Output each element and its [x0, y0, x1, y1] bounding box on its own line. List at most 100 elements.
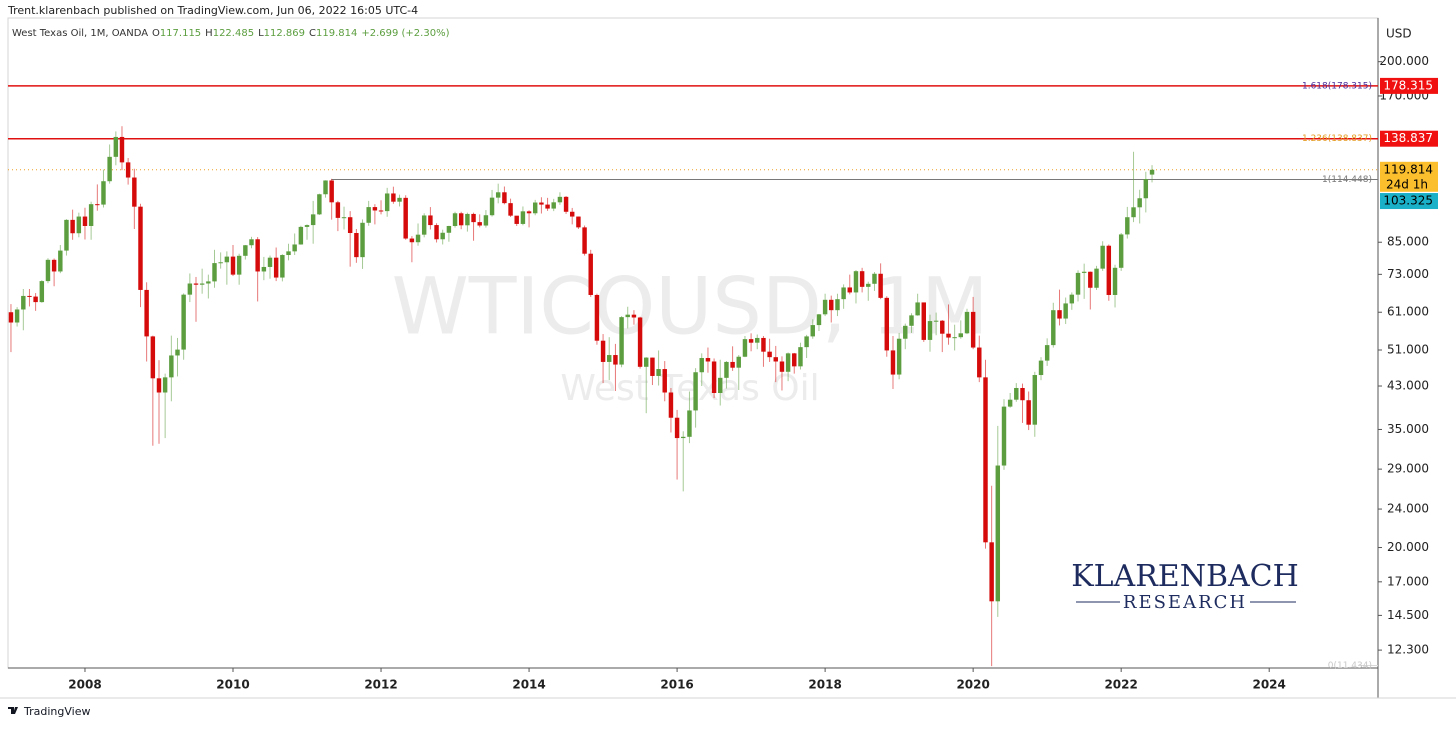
x-tick-label: 2024: [1252, 678, 1285, 692]
candle-body: [964, 311, 970, 334]
legend-key: O: [152, 28, 160, 39]
candle-body: [767, 351, 772, 358]
candle-body: [606, 355, 612, 362]
candle-body: [64, 219, 69, 251]
candle-body: [1081, 271, 1087, 273]
x-tick-label: 2022: [1104, 678, 1137, 692]
candle-body: [458, 213, 464, 226]
y-tick-label: 20.000: [1387, 540, 1429, 554]
candle-body: [323, 180, 328, 195]
candle-body: [354, 233, 359, 258]
y-tick-label: 85.000: [1387, 235, 1429, 249]
candle-body: [866, 283, 871, 287]
candle-body: [113, 136, 119, 157]
fib-level-label: 0(11.434): [1328, 661, 1372, 671]
candle-body: [600, 340, 606, 362]
legend-key: C: [309, 28, 316, 39]
price-label: 119.814: [1383, 162, 1433, 176]
candle-body: [557, 196, 563, 203]
candle-body: [1137, 198, 1142, 208]
legend-change: +2.699 (+2.30%): [361, 28, 449, 39]
price-label-box: [1380, 130, 1438, 147]
candle-body: [335, 202, 341, 218]
candle-body: [582, 227, 587, 254]
candle-body: [212, 263, 217, 282]
candle-body: [841, 287, 846, 300]
candle-body: [8, 312, 14, 323]
candle-body: [687, 410, 692, 437]
legend: West Texas Oil, 1M, OANDA O117.115 H122.48…: [12, 28, 450, 39]
candle-body: [144, 289, 149, 337]
candle-body: [1131, 207, 1136, 218]
candle-body: [940, 320, 945, 334]
candle-body: [989, 542, 994, 602]
candle-body: [674, 417, 680, 439]
candle-body: [724, 361, 729, 378]
candle-body: [563, 196, 569, 212]
candle-body: [397, 197, 402, 202]
candle-body: [440, 232, 445, 240]
candle-body: [588, 253, 593, 295]
legend-key: H: [205, 28, 213, 39]
candle-body: [650, 357, 655, 376]
candle-body: [169, 355, 174, 378]
candle-body: [452, 213, 458, 226]
candle-body: [132, 177, 137, 207]
candle-body: [711, 361, 717, 394]
candle-body: [995, 465, 1001, 602]
candle-body: [101, 181, 106, 205]
candle-body: [119, 136, 125, 163]
price-label-box: [1380, 77, 1438, 94]
candle-body: [341, 217, 347, 219]
candle-body: [884, 297, 889, 351]
y-tick-label: 73.000: [1387, 267, 1429, 281]
candle-body: [1032, 375, 1038, 425]
candle-body: [199, 283, 205, 285]
candle-body: [896, 338, 902, 375]
legend-value: 117.115: [160, 28, 201, 39]
candle-body: [551, 202, 556, 209]
candle-body: [921, 302, 926, 340]
x-tick-label: 2020: [956, 678, 989, 692]
y-tick-label: 200.000: [1379, 54, 1429, 68]
price-label: 138.837: [1383, 131, 1433, 145]
candle-body: [76, 216, 82, 234]
candle-body: [970, 311, 976, 348]
candle-body: [156, 378, 162, 393]
candle-body: [1106, 245, 1112, 295]
candle-body: [286, 251, 291, 256]
candle-body: [705, 358, 711, 362]
price-label: 103.325: [1383, 194, 1433, 208]
candle-body: [693, 372, 698, 411]
candle-body: [576, 216, 581, 228]
candle-body: [619, 317, 624, 365]
candle-body: [70, 219, 75, 234]
candle-body: [409, 238, 415, 243]
candle-body: [569, 211, 575, 217]
y-tick-label: 43.000: [1387, 379, 1429, 393]
candle-body: [317, 194, 322, 215]
candle-body: [915, 302, 920, 316]
y-tick-label: 14.500: [1387, 608, 1429, 622]
candle-body: [465, 213, 470, 226]
candle-body: [391, 193, 396, 202]
candle-body: [545, 204, 550, 209]
logo: KLARENBACH RESEARCH: [1071, 559, 1299, 613]
candle-body: [329, 180, 334, 203]
candle-body: [1044, 345, 1050, 361]
x-tick-label: 2016: [660, 678, 693, 692]
candle-body: [773, 357, 778, 362]
candle-body: [736, 356, 741, 368]
candle-body: [58, 250, 63, 272]
y-tick-label: 24.000: [1387, 502, 1429, 516]
candle-body: [983, 377, 988, 543]
y-tick-label: 17.000: [1387, 574, 1429, 588]
candle-body: [514, 215, 519, 224]
candle-body: [594, 294, 600, 341]
candle-body: [1007, 399, 1013, 407]
candle-body: [1125, 217, 1130, 235]
candle-body: [495, 192, 501, 198]
candle-body: [933, 320, 939, 322]
candle-body: [1020, 387, 1025, 401]
